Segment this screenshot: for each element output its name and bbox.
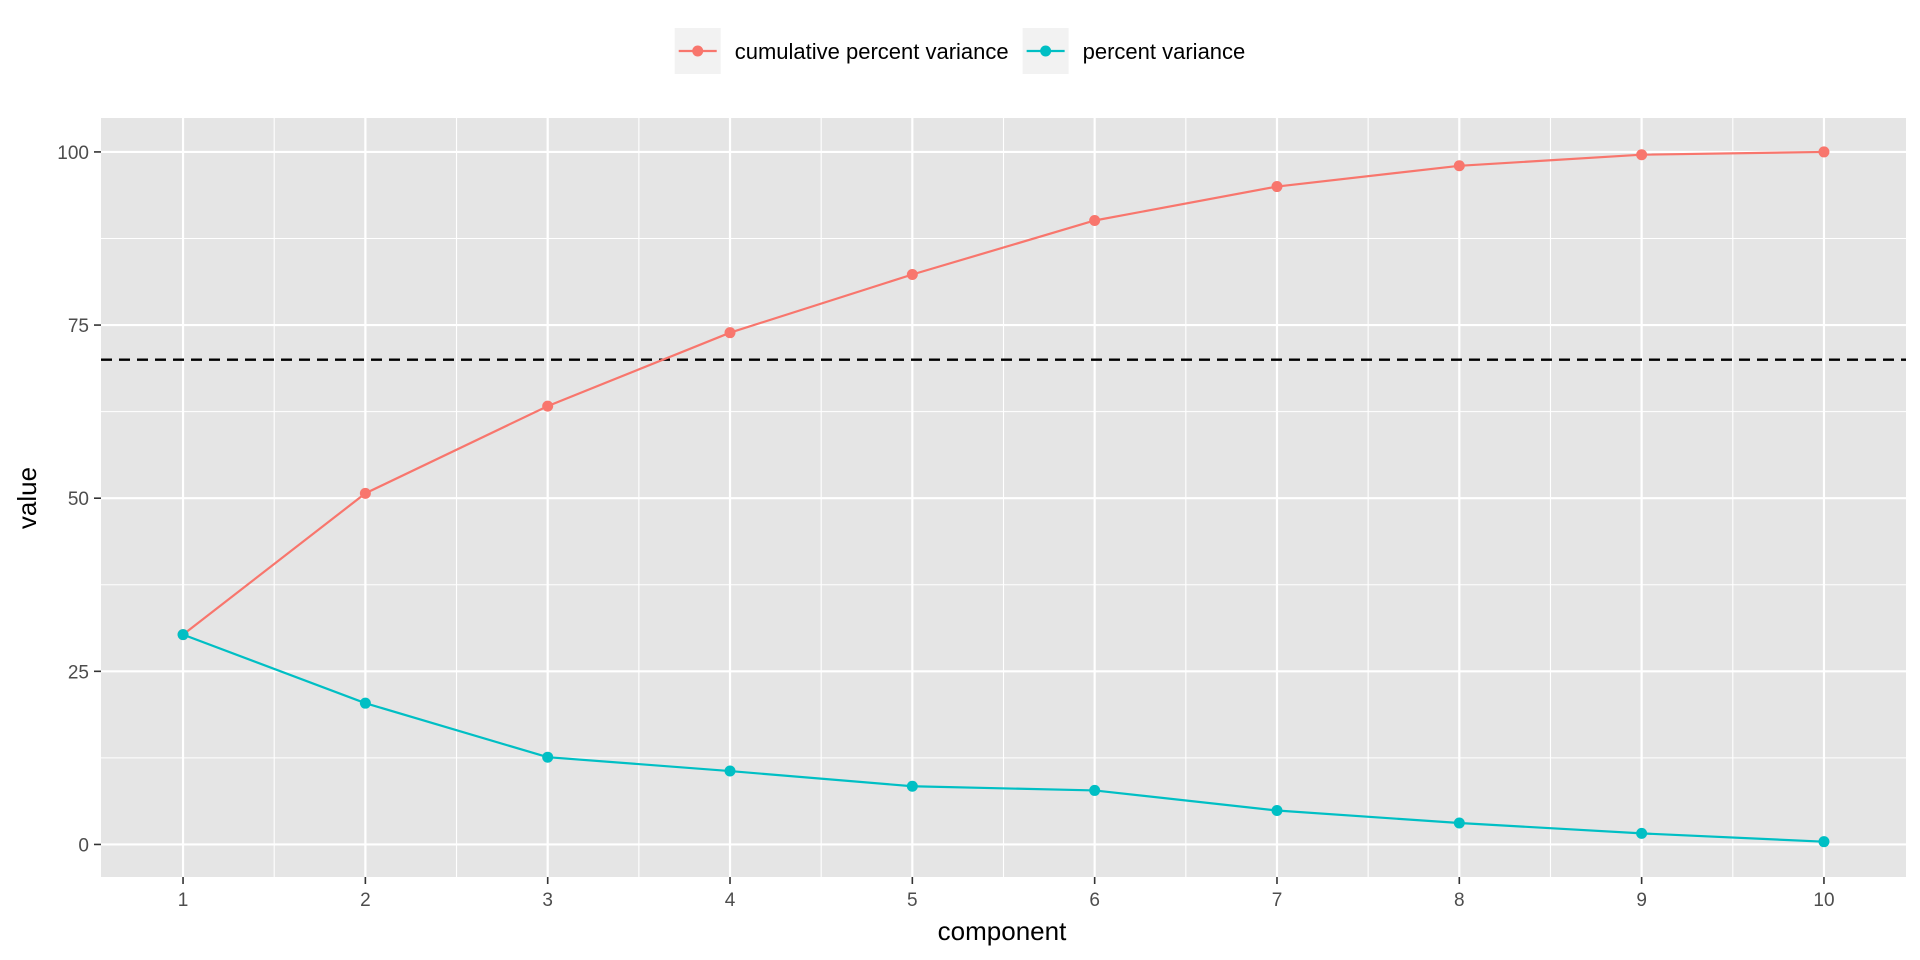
y-tick-label: 50: [68, 489, 89, 510]
y-tick-label: 0: [78, 835, 89, 856]
data-point: [359, 487, 371, 499]
series-line: [182, 150, 1824, 636]
data-point: [359, 697, 371, 709]
plot-panel: [101, 118, 1906, 877]
series-line: [182, 633, 1825, 843]
data-point: [1636, 149, 1648, 161]
x-axis: 1 2 3 4 5 6 7 8 9 10: [178, 877, 1835, 911]
x-tick-label: 3: [542, 890, 553, 911]
data-point: [724, 327, 736, 339]
data-point: [1818, 146, 1830, 158]
data-point: [1453, 817, 1465, 829]
x-tick-label: 10: [1813, 890, 1834, 911]
y-tick-label: 75: [68, 316, 89, 337]
x-tick-label: 7: [1272, 890, 1283, 911]
legend-key-point: [1040, 45, 1052, 57]
data-point: [177, 629, 189, 641]
data-point: [1818, 836, 1830, 848]
x-axis-title: component: [938, 916, 1067, 946]
data-point: [906, 780, 918, 792]
legend: cumulative percent variance percent varia…: [674, 28, 1246, 74]
x-tick-label: 4: [725, 890, 736, 911]
series-2: [177, 629, 1830, 848]
y-axis-title: value: [12, 467, 42, 529]
x-tick-label: 6: [1089, 890, 1100, 911]
data-point: [542, 400, 554, 412]
data-point: [724, 765, 736, 777]
y-tick-label: 100: [57, 143, 89, 164]
x-tick-label: 5: [907, 890, 918, 911]
x-tick-label: 1: [178, 890, 189, 911]
x-tick-label: 8: [1454, 890, 1465, 911]
legend-item: cumulative percent variance: [674, 28, 1009, 74]
data-point: [542, 751, 554, 763]
x-tick-label: 9: [1636, 890, 1647, 911]
data-point: [906, 269, 918, 281]
x-tick-label: 2: [360, 890, 371, 911]
data-point: [1453, 160, 1465, 172]
legend-key-point: [692, 45, 704, 57]
legend-label: cumulative percent variance: [735, 39, 1009, 64]
data-point: [1271, 181, 1283, 193]
legend-item: percent variance: [1022, 28, 1246, 74]
y-tick-label: 25: [68, 662, 89, 683]
data-point: [1271, 805, 1283, 817]
legend-label: percent variance: [1083, 39, 1246, 64]
data-point: [1089, 214, 1101, 226]
y-axis: 0 25 50 75 100: [57, 143, 101, 856]
data-point: [1636, 827, 1648, 839]
data-point: [1089, 784, 1101, 796]
